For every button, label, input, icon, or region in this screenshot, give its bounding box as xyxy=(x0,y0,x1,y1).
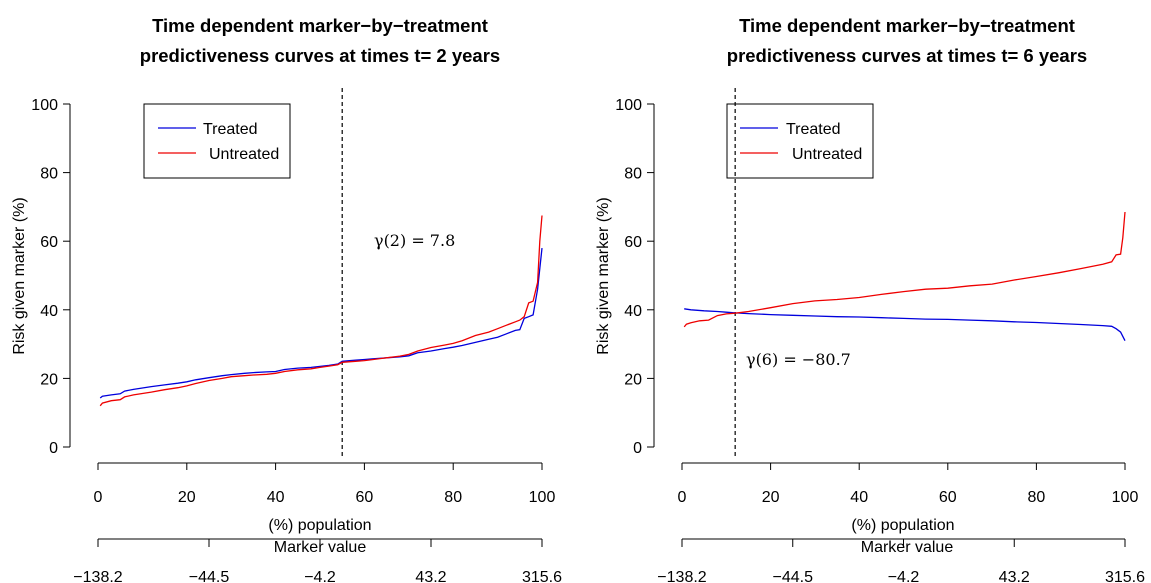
marker-tick-label: −138.2 xyxy=(73,569,122,583)
y-tick-label: 40 xyxy=(40,303,58,320)
x-tick-label: 100 xyxy=(529,489,556,506)
series-line-treated xyxy=(99,248,543,399)
legend-box xyxy=(143,103,291,179)
x-tick-label: 100 xyxy=(1112,489,1139,506)
x-axis-label: (%) population xyxy=(851,517,954,534)
series-line-untreated xyxy=(99,215,543,407)
y-tick-label: 40 xyxy=(624,303,642,320)
x-axis-label: (%) population xyxy=(268,517,371,534)
chart-title-line1: Time dependent marker−by−treatment xyxy=(739,15,1075,36)
chart-title-line1: Time dependent marker−by−treatment xyxy=(152,15,488,36)
marker-tick-label: −44.5 xyxy=(773,569,814,583)
marker-tick-label: 315.6 xyxy=(522,569,562,583)
marker-tick-label: 315.6 xyxy=(1105,569,1145,583)
x-tick-label: 0 xyxy=(94,489,103,506)
y-tick-label: 80 xyxy=(40,166,58,183)
y-tick-label: 20 xyxy=(40,371,58,388)
y-tick-label: 20 xyxy=(624,371,642,388)
legend-label-untreated: Untreated xyxy=(209,146,279,163)
x-tick-label: 80 xyxy=(444,489,462,506)
y-tick-label: 80 xyxy=(624,166,642,183)
axes: 0 20 40 60 80 100 0 20 40 60 80 100 −138.2 −44.5 −4.2 4… xyxy=(31,97,562,583)
marker-axis-label: Marker value xyxy=(274,539,367,556)
gamma-annotation: γ(6) = −80.7 xyxy=(746,350,851,369)
right-panel: Time dependent marker−by−treatment predi… xyxy=(595,15,1145,583)
marker-axis-label: Marker value xyxy=(861,539,954,556)
marker-tick-label: −138.2 xyxy=(657,569,706,583)
marker-tick-label: −44.5 xyxy=(189,569,230,583)
y-axis-label: Risk given marker (%) xyxy=(11,197,28,354)
x-tick-label: 60 xyxy=(939,489,957,506)
legend-label-untreated: Untreated xyxy=(792,146,862,163)
axes: 0 20 40 60 80 100 0 20 40 60 80 100 −138.2 −44.5 −4.2 4… xyxy=(615,97,1145,583)
legend-label-treated: Treated xyxy=(786,121,841,138)
gamma-annotation: γ(2) = 7.8 xyxy=(374,231,455,250)
series-line-untreated xyxy=(683,211,1126,328)
x-tick-label: 40 xyxy=(850,489,868,506)
left-panel: Time dependent marker−by−treatment predi… xyxy=(11,15,562,583)
y-tick-label: 100 xyxy=(31,97,58,114)
legend-label-treated: Treated xyxy=(203,121,258,138)
y-tick-label: 60 xyxy=(40,234,58,251)
legend-box xyxy=(726,103,874,179)
x-tick-label: 0 xyxy=(678,489,687,506)
y-axis-label: Risk given marker (%) xyxy=(595,197,612,354)
legend: Treated Untreated xyxy=(143,103,291,179)
legend: Treated Untreated xyxy=(726,103,874,179)
y-tick-label: 0 xyxy=(633,440,642,457)
marker-tick-label: 43.2 xyxy=(999,569,1030,583)
chart-title-line2: predictiveness curves at times t= 2 year… xyxy=(140,45,500,66)
x-tick-label: 40 xyxy=(267,489,285,506)
y-tick-label: 100 xyxy=(615,97,642,114)
series-line-treated xyxy=(684,308,1126,341)
chart-title-line2: predictiveness curves at times t= 6 year… xyxy=(727,45,1087,66)
x-tick-label: 60 xyxy=(356,489,374,506)
y-tick-label: 60 xyxy=(624,234,642,251)
y-tick-label: 0 xyxy=(49,440,58,457)
marker-tick-label: 43.2 xyxy=(415,569,446,583)
x-tick-label: 20 xyxy=(762,489,780,506)
x-tick-label: 80 xyxy=(1028,489,1046,506)
x-tick-label: 20 xyxy=(178,489,196,506)
marker-tick-label: −4.2 xyxy=(304,569,336,583)
marker-tick-label: −4.2 xyxy=(888,569,920,583)
